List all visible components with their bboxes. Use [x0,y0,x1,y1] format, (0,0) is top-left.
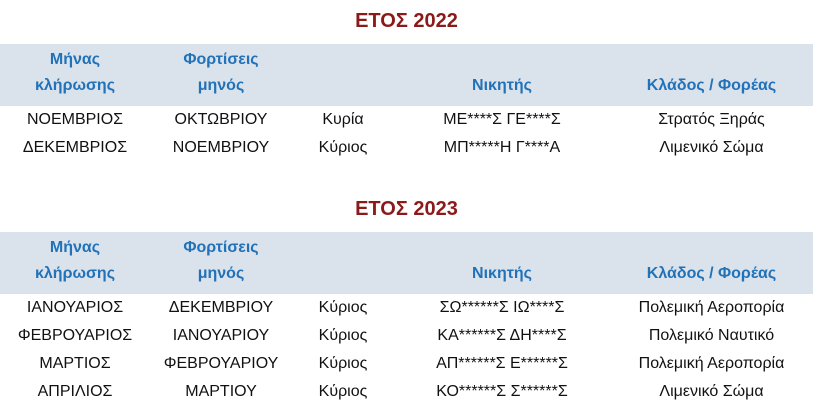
cell-charge-month: ΔΕΚΕΜΒΡΙΟΥ [168,299,274,316]
column-header-branch: Κλάδος / Φορέας [610,44,813,106]
cell-draw-month: ΜΑΡΤΙΟΣ [39,355,111,372]
column-header-line: μηνός [197,265,245,282]
cell-winner: ΑΠ******Σ Ε******Σ [436,355,568,372]
cell-draw-month: ΙΑΝΟΥΑΡΙΟΣ [26,299,124,316]
table-row: ΝΟΕΜΒΡΙΟΣ ΟΚΤΩΒΡΙΟΥ Κυρία ΜΕ****Σ ΓΕ****Σ Στ… [0,106,813,134]
cell-salutation: Κύριος [318,355,368,372]
column-header-line: Νικητής [472,77,532,94]
cell-draw-month: ΔΕΚΕΜΒΡΙΟΣ [22,139,128,156]
cell-charge-month: ΦΕΒΡΟΥΑΡΙΟΥ [163,355,279,372]
cell-salutation: Κύριος [318,139,368,156]
column-header-line: κλήρωσης [34,265,116,282]
column-header-salutation [292,232,394,294]
column-header-line: Κλάδος / Φορέας [646,265,777,282]
cell-winner: ΚΟ******Σ Σ******Σ [436,383,568,400]
column-header-line: Μήνας [49,51,101,68]
table-row: ΑΠΡΙΛΙΟΣ ΜΑΡΤΙΟΥ Κύριος ΚΟ******Σ Σ******Σ Λ… [0,378,813,406]
draw-results-table-2022: Μήνας κλήρωσης Φορτίσεις μηνός Νικητής Κλάδος… [0,44,813,162]
column-header-line: Κλάδος / Φορέας [646,77,777,94]
cell-salutation: Κύριος [318,383,368,400]
cell-draw-month: ΑΠΡΙΛΙΟΣ [37,383,113,400]
table-row: ΔΕΚΕΜΒΡΙΟΣ ΝΟΕΜΒΡΙΟΥ Κύριος ΜΠ*****Η Γ****Α… [0,134,813,162]
cell-salutation: Κυρία [322,111,364,128]
column-header-branch: Κλάδος / Φορέας [610,232,813,294]
cell-salutation: Κύριος [318,299,368,316]
column-header-line: Φορτίσεις [183,51,259,68]
cell-branch: Λιμενικό Σώμα [659,383,764,400]
cell-charge-month: ΙΑΝΟΥΑΡΙΟΥ [172,327,270,344]
table-row: ΜΑΡΤΙΟΣ ΦΕΒΡΟΥΑΡΙΟΥ Κύριος ΑΠ******Σ Ε*****… [0,350,813,378]
cell-winner: ΜΠ*****Η Γ****Α [443,139,561,156]
section-title-2023: ΕΤΟΣ 2023 [355,198,458,220]
cell-charge-month: ΟΚΤΩΒΡΙΟΥ [174,111,268,128]
cell-salutation: Κύριος [318,327,368,344]
cell-winner: ΚΑ******Σ ΔΗ****Σ [437,327,567,344]
column-header-salutation [292,44,394,106]
cell-branch: Πολεμικό Ναυτικό [648,327,775,344]
table-row: ΦΕΒΡΟΥΑΡΙΟΣ ΙΑΝΟΥΑΡΙΟΥ Κύριος ΚΑ******Σ ΔΗ*… [0,322,813,350]
column-header-charge-month: Φορτίσεις μηνός [150,44,292,106]
section-title-2022: ΕΤΟΣ 2022 [355,10,458,32]
column-header-winner: Νικητής [394,44,610,106]
header-row: Μήνας κλήρωσης Φορτίσεις μηνός Νικητής Κλάδος… [0,232,813,294]
column-header-charge-month: Φορτίσεις μηνός [150,232,292,294]
cell-draw-month: ΦΕΒΡΟΥΑΡΙΟΣ [17,327,133,344]
column-header-line: Νικητής [472,265,532,282]
cell-draw-month: ΝΟΕΜΒΡΙΟΣ [26,111,124,128]
cell-winner: ΜΕ****Σ ΓΕ****Σ [443,111,561,128]
column-header-winner: Νικητής [394,232,610,294]
header-row: Μήνας κλήρωσης Φορτίσεις μηνός Νικητής Κλάδος… [0,44,813,106]
cell-branch: Λιμενικό Σώμα [659,139,764,156]
cell-charge-month: ΝΟΕΜΒΡΙΟΥ [172,139,270,156]
cell-branch: Στρατός Ξηράς [658,111,765,128]
column-header-line: Φορτίσεις [183,239,259,256]
cell-branch: Πολεμική Αεροπορία [638,299,785,316]
column-header-draw-month: Μήνας κλήρωσης [0,232,150,294]
year-section-2022: ΕΤΟΣ 2022 Μήνας κλήρωσης Φορτίσεις μηνός Νικ… [0,6,813,162]
column-header-line: μηνός [197,77,245,94]
table-row: ΙΑΝΟΥΑΡΙΟΣ ΔΕΚΕΜΒΡΙΟΥ Κύριος ΣΩ******Σ ΙΩ**… [0,294,813,322]
column-header-line: Μήνας [49,239,101,256]
cell-charge-month: ΜΑΡΤΙΟΥ [185,383,257,400]
column-header-draw-month: Μήνας κλήρωσης [0,44,150,106]
draw-results-table-2023: Μήνας κλήρωσης Φορτίσεις μηνός Νικητής Κλάδος… [0,232,813,406]
column-header-line: κλήρωσης [34,77,116,94]
year-section-2023: ΕΤΟΣ 2023 Μήνας κλήρωσης Φορτίσεις μηνός Νικ… [0,194,813,406]
cell-branch: Πολεμική Αεροπορία [638,355,785,372]
cell-winner: ΣΩ******Σ ΙΩ****Σ [439,299,565,316]
